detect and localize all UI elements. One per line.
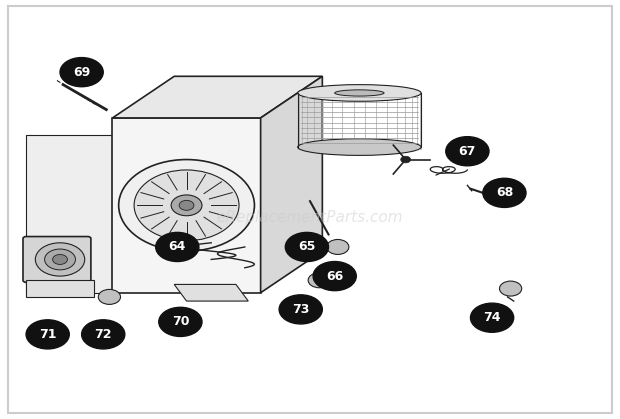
FancyBboxPatch shape [23, 237, 91, 282]
Text: 73: 73 [292, 303, 309, 316]
Text: 69: 69 [73, 66, 91, 79]
Text: eReplacementParts.com: eReplacementParts.com [216, 210, 404, 225]
Text: 70: 70 [172, 316, 189, 328]
Circle shape [99, 290, 120, 304]
Circle shape [53, 254, 68, 264]
Circle shape [35, 243, 85, 276]
Text: 68: 68 [496, 186, 513, 199]
Circle shape [446, 137, 489, 166]
Circle shape [159, 307, 202, 336]
Circle shape [60, 57, 104, 87]
Circle shape [156, 233, 199, 261]
Polygon shape [260, 76, 322, 293]
Circle shape [401, 156, 410, 163]
Circle shape [327, 240, 349, 254]
Circle shape [45, 249, 76, 270]
Ellipse shape [335, 90, 384, 96]
Circle shape [82, 320, 125, 349]
Text: 74: 74 [484, 311, 501, 324]
Ellipse shape [298, 139, 421, 155]
FancyBboxPatch shape [7, 5, 613, 414]
Circle shape [308, 273, 330, 288]
Circle shape [285, 233, 329, 261]
Polygon shape [112, 118, 260, 293]
Circle shape [118, 160, 254, 251]
Circle shape [26, 320, 69, 349]
Polygon shape [174, 285, 248, 301]
Text: 65: 65 [298, 241, 316, 253]
Circle shape [171, 195, 202, 216]
Polygon shape [26, 134, 115, 293]
Text: 71: 71 [39, 328, 56, 341]
Circle shape [500, 281, 521, 296]
Text: 72: 72 [94, 328, 112, 341]
Circle shape [279, 295, 322, 324]
Ellipse shape [298, 85, 421, 101]
Circle shape [483, 178, 526, 207]
Polygon shape [112, 76, 322, 118]
Text: 66: 66 [326, 269, 343, 282]
Circle shape [313, 261, 356, 291]
Circle shape [179, 200, 194, 210]
Polygon shape [26, 280, 94, 297]
Circle shape [471, 303, 514, 332]
Text: 67: 67 [459, 145, 476, 158]
Text: 64: 64 [169, 241, 186, 253]
Circle shape [134, 170, 239, 241]
